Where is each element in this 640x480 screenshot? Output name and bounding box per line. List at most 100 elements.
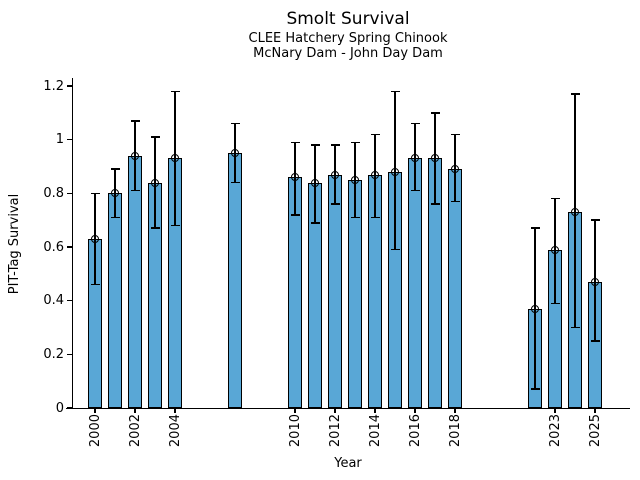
chart-subtitle-hatchery: CLEE Hatchery Spring Chinook	[248, 31, 448, 46]
bar-2007	[228, 153, 242, 408]
point-marker-2024	[571, 208, 579, 217]
y-tick-label-0: 0	[55, 400, 64, 416]
error-cap-bottom-2018	[450, 200, 460, 203]
point-marker-2022	[531, 304, 539, 313]
error-cap-bottom-2024	[570, 326, 580, 329]
point-marker-2003	[151, 178, 159, 187]
x-tick-2025	[594, 408, 596, 413]
x-tick-label-2002: 2002	[127, 414, 143, 448]
error-cap-top-2003	[150, 136, 160, 138]
chart-title: Smolt Survival	[286, 9, 410, 29]
error-cap-top-2024	[570, 93, 580, 95]
point-marker-2011	[311, 178, 319, 187]
error-cap-bottom-2012	[330, 203, 340, 205]
x-tick-label-2023: 2023	[547, 414, 563, 448]
error-cap-bottom-2014	[370, 216, 380, 219]
error-cap-top-2023	[550, 197, 560, 200]
error-cap-top-2014	[370, 133, 380, 136]
y-tick-1.2	[67, 85, 72, 87]
error-cap-bottom-2001	[110, 216, 120, 219]
error-cap-bottom-2013	[350, 216, 360, 219]
error-cap-bottom-2022	[530, 388, 540, 390]
y-tick-1	[67, 139, 72, 141]
point-marker-2007	[231, 149, 239, 158]
point-marker-2000	[91, 234, 99, 243]
point-marker-2025	[591, 277, 599, 286]
x-tick-2004	[174, 408, 176, 413]
point-marker-2017	[431, 154, 439, 163]
y-tick-0	[67, 407, 72, 409]
error-cap-top-2007	[230, 122, 240, 125]
error-cap-bottom-2017	[430, 203, 440, 205]
x-tick-2010	[294, 408, 296, 413]
error-cap-bottom-2025	[590, 340, 600, 342]
error-cap-top-2001	[110, 168, 120, 170]
error-cap-bottom-2000	[90, 283, 100, 286]
y-tick-label-1: 1	[55, 132, 64, 148]
error-cap-bottom-2015	[390, 248, 400, 251]
point-marker-2010	[291, 173, 299, 182]
point-marker-2023	[551, 245, 559, 254]
point-marker-2002	[131, 151, 139, 160]
bar-2018	[448, 169, 462, 408]
error-cap-top-2022	[530, 227, 540, 229]
error-cap-bottom-2011	[310, 222, 320, 224]
error-cap-bottom-2016	[410, 189, 420, 192]
x-tick-2018	[454, 408, 456, 413]
y-tick-0.6	[67, 246, 72, 248]
bar-2016	[408, 158, 422, 408]
bar-2012	[328, 174, 342, 408]
point-marker-2013	[351, 175, 359, 184]
x-axis-spine	[66, 407, 630, 409]
bar-2002	[128, 155, 142, 408]
y-tick-0.8	[67, 192, 72, 194]
bar-2001	[108, 193, 122, 408]
error-cap-bottom-2010	[290, 214, 300, 216]
x-tick-2016	[414, 408, 416, 413]
y-tick-0.2	[67, 353, 72, 355]
error-cap-top-2016	[410, 122, 420, 125]
point-marker-2015	[391, 167, 399, 176]
error-cap-top-2025	[590, 219, 600, 221]
y-tick-0.4	[67, 300, 72, 302]
error-cap-top-2018	[450, 133, 460, 136]
error-cap-top-2017	[430, 112, 440, 114]
point-marker-2014	[371, 170, 379, 179]
x-tick-label-2025: 2025	[587, 414, 603, 448]
error-cap-top-2004	[170, 90, 180, 93]
y-axis-label: PIT-Tag Survival	[7, 193, 22, 295]
error-cap-top-2002	[130, 120, 140, 122]
y-tick-label-0.2: 0.2	[43, 346, 64, 362]
x-tick-2014	[374, 408, 376, 413]
error-cap-bottom-2023	[550, 302, 560, 305]
x-tick-label-2014: 2014	[367, 414, 383, 448]
x-axis-label: Year	[334, 456, 362, 471]
error-cap-top-2013	[350, 141, 360, 144]
error-cap-top-2012	[330, 144, 340, 146]
y-tick-label-0.8: 0.8	[43, 185, 64, 201]
x-tick-label-2004: 2004	[167, 414, 183, 448]
chart-subtitle-reach: McNary Dam - John Day Dam	[253, 46, 443, 61]
x-tick-label-2000: 2000	[87, 414, 103, 448]
error-cap-bottom-2003	[150, 227, 160, 229]
error-cap-top-2010	[290, 141, 300, 144]
x-tick-label-2018: 2018	[447, 414, 463, 448]
y-tick-label-1.2: 1.2	[43, 78, 64, 94]
point-marker-2004	[171, 154, 179, 163]
error-cap-bottom-2002	[130, 189, 140, 192]
error-cap-top-2000	[90, 192, 100, 195]
point-marker-2001	[111, 189, 119, 198]
x-tick-label-2010: 2010	[287, 414, 303, 448]
point-marker-2012	[331, 170, 339, 179]
x-tick-2023	[554, 408, 556, 413]
error-cap-top-2011	[310, 144, 320, 146]
x-tick-2002	[134, 408, 136, 413]
point-marker-2018	[451, 165, 459, 174]
x-tick-label-2012: 2012	[327, 414, 343, 448]
x-tick-2000	[94, 408, 96, 413]
error-cap-bottom-2004	[170, 224, 180, 227]
y-axis-spine	[71, 78, 73, 409]
x-tick-2012	[334, 408, 336, 413]
error-cap-bottom-2007	[230, 181, 240, 184]
